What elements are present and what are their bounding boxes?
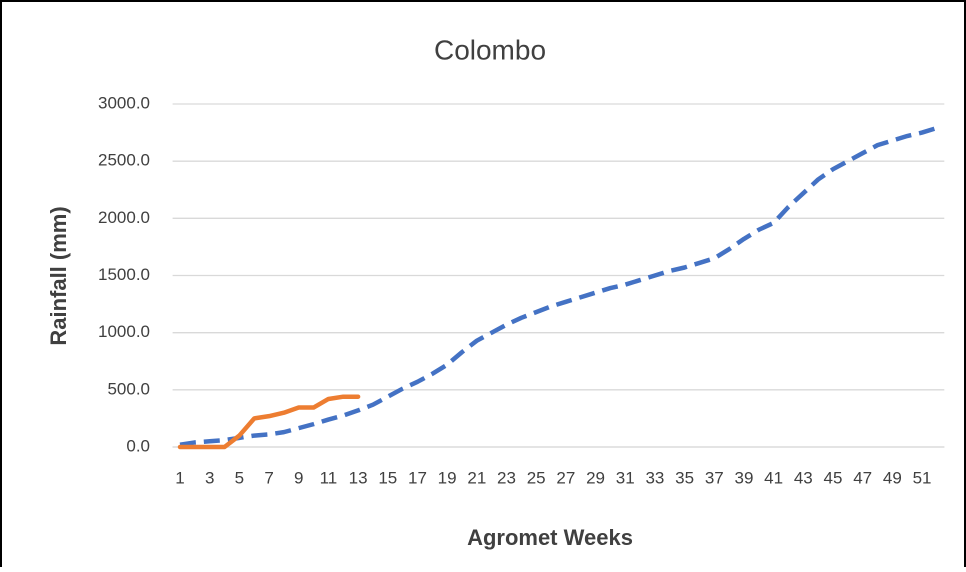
x-tick-label: 21: [467, 468, 486, 487]
x-tick-label: 13: [349, 468, 368, 487]
x-tick-label: 17: [408, 468, 427, 487]
x-tick-label: 1: [175, 468, 184, 487]
x-tick-label: 35: [675, 468, 694, 487]
x-tick-label: 43: [794, 468, 813, 487]
x-tick-label: 15: [378, 468, 397, 487]
y-tick-label: 2000.0: [98, 208, 150, 227]
x-tick-label: 47: [853, 468, 872, 487]
x-tick-label: 25: [527, 468, 546, 487]
y-tick-label: 1500.0: [98, 265, 150, 284]
x-tick-label: 41: [764, 468, 783, 487]
y-tick-label: 3000.0: [98, 93, 150, 112]
x-tick-label: 3: [205, 468, 214, 487]
x-axis-label: Agromet Weeks: [467, 525, 633, 550]
line-series: [179, 125, 938, 447]
x-tick-label: 29: [586, 468, 605, 487]
y-axis-label: Rainfall (mm): [46, 206, 71, 345]
x-tick-label: 9: [294, 468, 303, 487]
y-tick-label: 2500.0: [98, 151, 150, 170]
x-tick-label: 19: [438, 468, 457, 487]
line-series: [177, 394, 361, 450]
x-tick-label: 23: [497, 468, 516, 487]
chart-title: Colombo: [434, 34, 546, 65]
y-tick-label: 500.0: [107, 379, 150, 398]
x-tick-label: 31: [616, 468, 635, 487]
x-tick-label: 37: [705, 468, 724, 487]
x-tick-label: 51: [913, 468, 932, 487]
x-tick-label: 33: [645, 468, 664, 487]
x-tick-label: 49: [883, 468, 902, 487]
x-tick-label: 39: [734, 468, 753, 487]
x-tick-label: 27: [556, 468, 575, 487]
y-tick-label: 0.0: [126, 436, 150, 455]
x-tick-label: 7: [264, 468, 273, 487]
x-tick-label: 45: [824, 468, 843, 487]
x-tick-label: 11: [320, 468, 338, 487]
y-tick-label: 1000.0: [98, 322, 150, 341]
x-tick-label: 5: [235, 468, 244, 487]
